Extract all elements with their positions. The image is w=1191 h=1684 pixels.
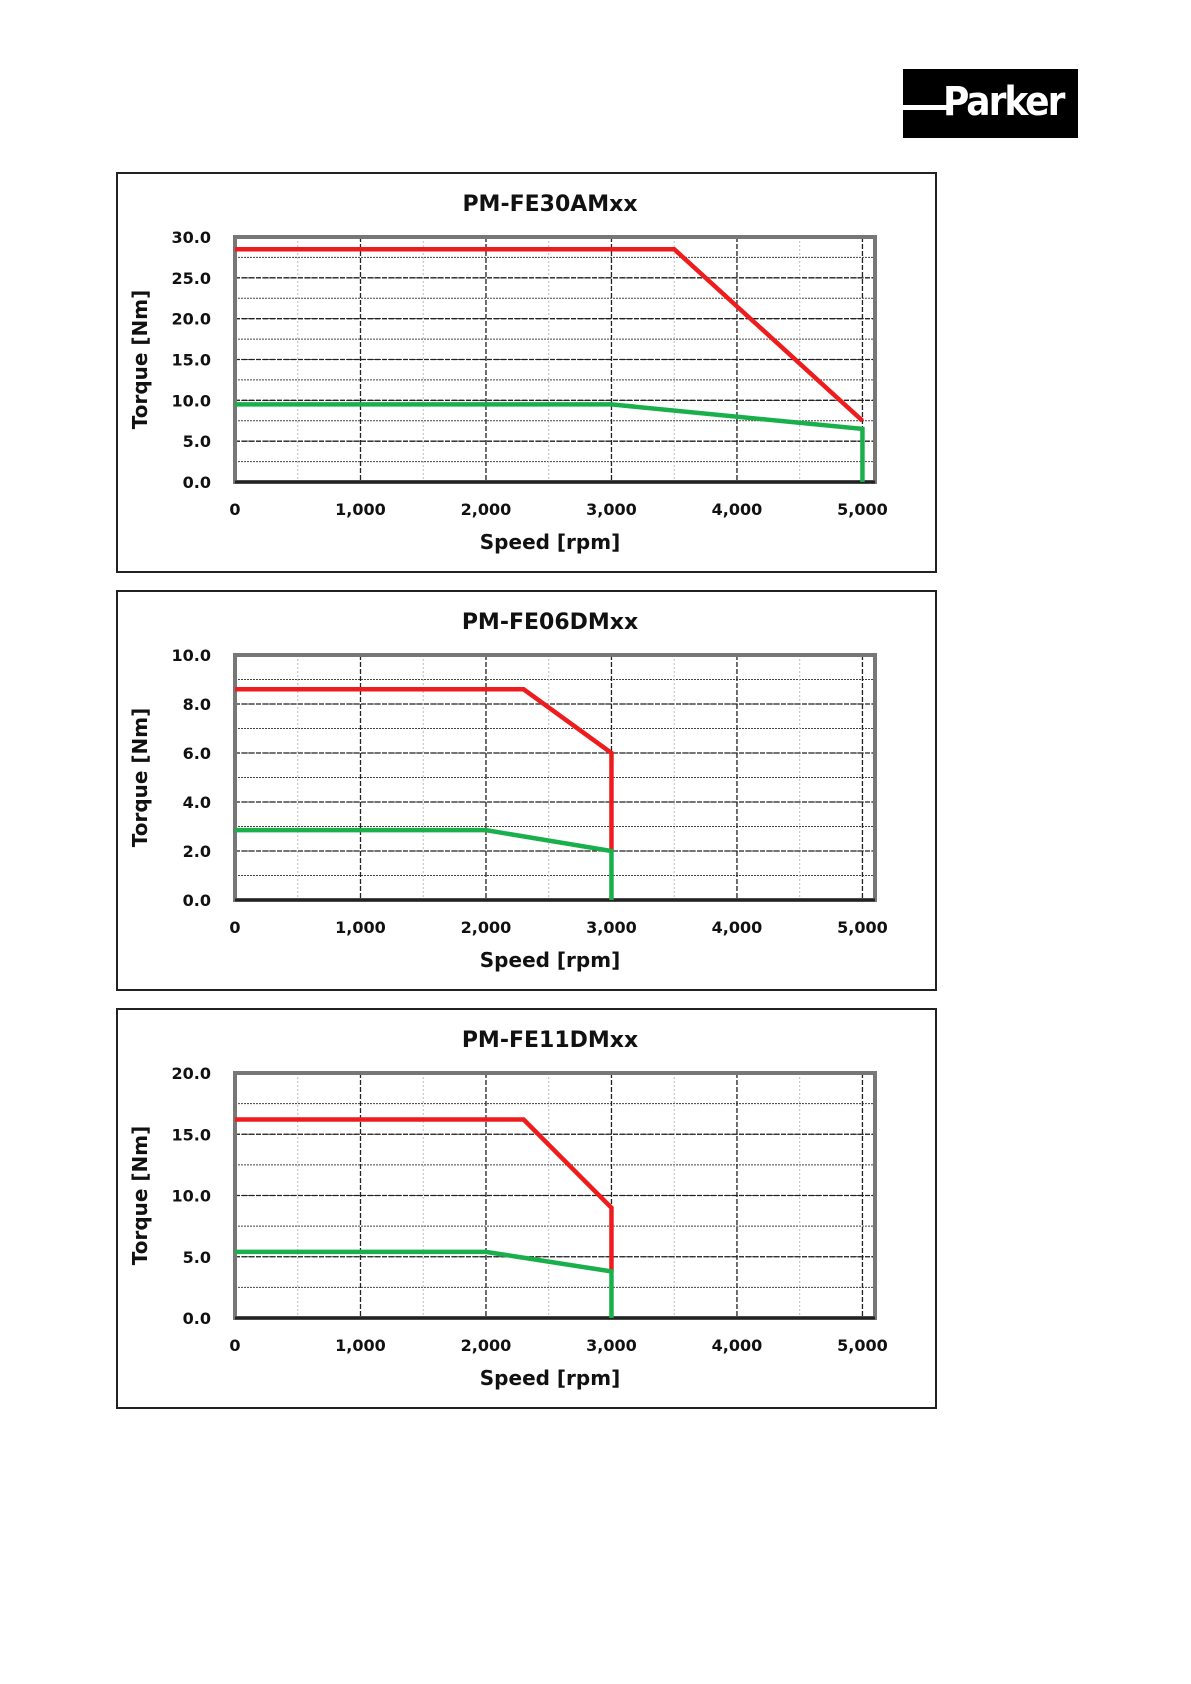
series-line-continuous [235, 827, 614, 900]
x-tick-label: 4,000 [712, 1336, 763, 1355]
y-tick-label: 2.0 [183, 842, 211, 861]
x-tick-label: 5,000 [837, 1336, 888, 1355]
y-tick-label: 0.0 [183, 891, 211, 910]
y-tick-label: 8.0 [183, 695, 211, 714]
parker-logo: Parker [903, 69, 1078, 138]
y-tick-label: 0.0 [183, 1309, 211, 1328]
chart-svg: PM-FE06DMxx 0 1,000 2,000 3,000 4,000 5,000 0.0… [128, 610, 888, 972]
x-tick-label: 0 [229, 918, 240, 937]
chart-title: PM-FE06DMxx [462, 610, 638, 635]
chart-title: PM-FE11DMxx [462, 1028, 638, 1053]
y-tick-label: 30.0 [172, 228, 211, 247]
series-line-peak [235, 247, 864, 423]
logo-text: Parker [943, 79, 1065, 125]
x-tick-label: 1,000 [335, 918, 386, 937]
x-tick-label: 5,000 [837, 500, 888, 519]
x-tick-label: 4,000 [712, 500, 763, 519]
chart-svg: PM-FE11DMxx 0 1,000 2,000 3,000 4,000 5,000 0.0… [128, 1028, 888, 1390]
x-tick-label: 3,000 [586, 500, 637, 519]
series-line-continuous [235, 1249, 614, 1318]
y-tick-label: 20.0 [172, 1064, 211, 1083]
x-axis-label: Speed [rpm] [480, 530, 620, 554]
y-tick-label: 10.0 [172, 1187, 211, 1206]
y-tick-label: 15.0 [172, 351, 211, 370]
x-tick-label: 0 [229, 1336, 240, 1355]
x-tick-label: 3,000 [586, 918, 637, 937]
y-tick-label: 5.0 [183, 1248, 211, 1267]
logo-bar [903, 105, 951, 110]
y-axis-label: Torque [Nm] [128, 708, 152, 848]
y-axis-label: Torque [Nm] [128, 1126, 152, 1266]
chart-svg: PM-FE30AMxx 0 1,000 2,000 3,000 4,000 5,000 0.0… [128, 192, 888, 554]
x-axis-label: Speed [rpm] [480, 1366, 620, 1390]
series-line-peak [235, 687, 614, 851]
chart-pm-fe06dmxx: PM-FE06DMxx 0 1,000 2,000 3,000 4,000 5,000 0.0… [116, 590, 937, 991]
y-tick-label: 10.0 [172, 646, 211, 665]
series-line-continuous [235, 402, 865, 482]
x-tick-label: 5,000 [837, 918, 888, 937]
y-tick-label: 10.0 [172, 391, 211, 410]
x-axis-label: Speed [rpm] [480, 948, 620, 972]
x-tick-label: 0 [229, 500, 240, 519]
x-tick-label: 3,000 [586, 1336, 637, 1355]
y-tick-label: 6.0 [183, 744, 211, 763]
y-tick-label: 5.0 [183, 432, 211, 451]
chart-pm-fe30amxx: PM-FE30AMxx 0 1,000 2,000 3,000 4,000 5,000 0.0… [116, 172, 937, 573]
y-tick-label: 15.0 [172, 1125, 211, 1144]
y-tick-label: 20.0 [172, 310, 211, 329]
x-tick-label: 1,000 [335, 500, 386, 519]
chart-pm-fe11dmxx: PM-FE11DMxx 0 1,000 2,000 3,000 4,000 5,000 0.0… [116, 1008, 937, 1409]
series-line-peak [235, 1117, 614, 1272]
x-tick-label: 2,000 [461, 500, 512, 519]
y-axis-label: Torque [Nm] [128, 290, 152, 430]
x-tick-label: 1,000 [335, 1336, 386, 1355]
y-tick-label: 4.0 [183, 793, 211, 812]
y-tick-label: 0.0 [183, 473, 211, 492]
chart-title: PM-FE30AMxx [462, 192, 637, 217]
x-tick-label: 2,000 [461, 1336, 512, 1355]
x-tick-label: 4,000 [712, 918, 763, 937]
y-tick-label: 25.0 [172, 269, 211, 288]
x-tick-label: 2,000 [461, 918, 512, 937]
